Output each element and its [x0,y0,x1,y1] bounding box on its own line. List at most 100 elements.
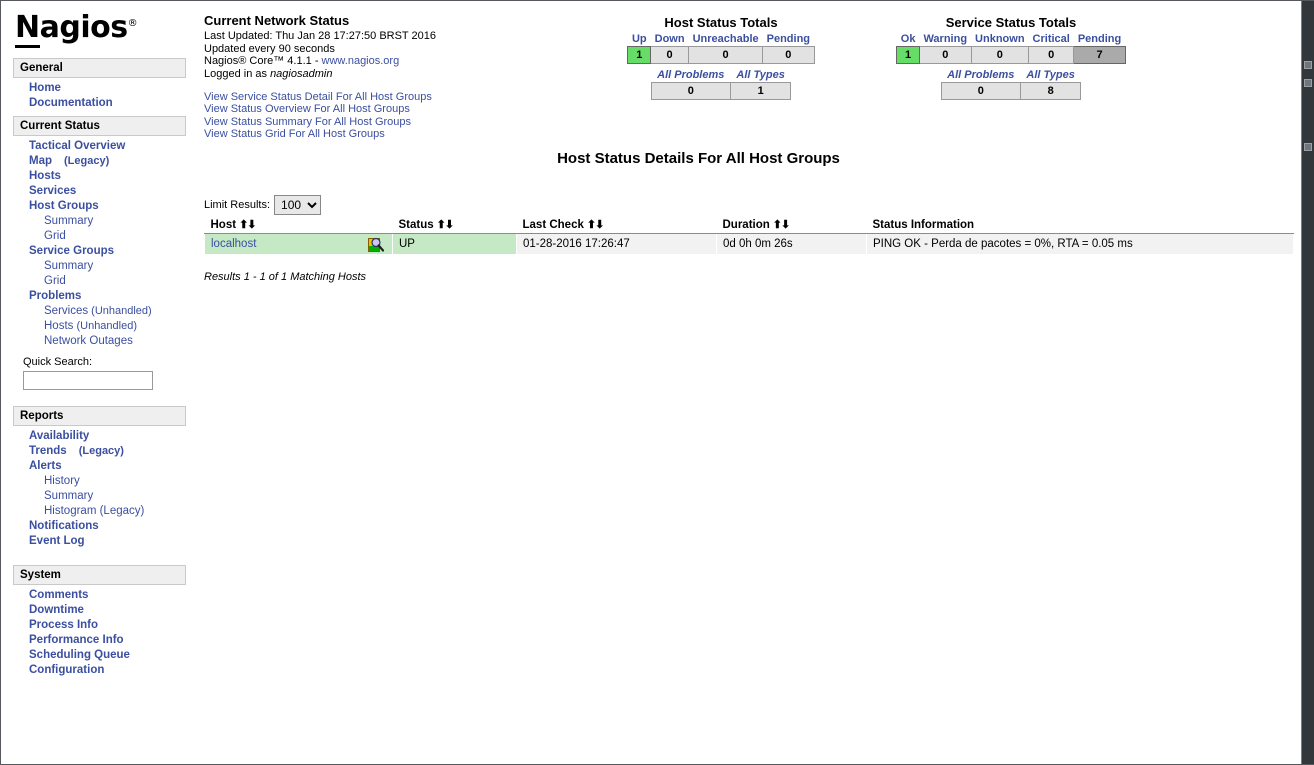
sidebar-item-problems[interactable]: Problems [1,289,196,304]
sidebar-item-comments[interactable]: Comments [1,588,196,603]
sidebar-link-trends-legacy[interactable]: (Legacy) [78,445,124,457]
sidebar-item-servicegroup-summary[interactable]: Summary [1,259,196,274]
sort-arrows-host-icon[interactable]: ⬆⬇ [239,219,256,231]
sidebar-item-performance-info[interactable]: Performance Info [1,633,196,648]
host-total-value-up[interactable]: 1 [627,46,652,64]
service-total-header-critical[interactable]: Critical [1032,33,1070,45]
sidebar-link-map-legacy[interactable]: (Legacy) [64,155,110,167]
service-subtotal-value-all-types[interactable]: 8 [1019,82,1082,100]
quick-search-input[interactable] [23,371,153,390]
view-link-status-grid[interactable]: View Status Grid For All Host Groups [204,128,432,140]
sidebar-item-hostgroup-summary[interactable]: Summary [1,214,196,229]
sidebar-item-network-outages[interactable]: Network Outages [1,334,196,349]
sidebar-item-services[interactable]: Services [1,184,196,199]
service-total-value-pending[interactable]: 7 [1073,46,1126,64]
view-link-service-status-detail[interactable]: View Service Status Detail For All Host … [204,91,432,103]
host-total-value-pending[interactable]: 0 [762,46,815,64]
service-detail-magnifier-icon[interactable] [368,237,385,253]
sidebar-item-notifications[interactable]: Notifications [1,519,196,534]
sidebar-item-event-log[interactable]: Event Log [1,534,196,549]
sidebar-link-availability[interactable]: Availability [29,430,90,442]
cell-host[interactable]: localhost [204,233,393,255]
sidebar-link-network-outages[interactable]: Network Outages [44,335,133,347]
host-total-value-unreachable[interactable]: 0 [688,46,764,64]
service-subtotal-value-all-problems[interactable]: 0 [940,82,1021,100]
host-subtotal-header-all-types[interactable]: All Types [736,69,785,81]
sidebar-link-home[interactable]: Home [29,82,61,94]
sidebar-item-home[interactable]: Home [1,81,196,96]
host-total-value-down[interactable]: 0 [650,46,690,64]
sidebar-link-comments[interactable]: Comments [29,589,89,601]
sidebar-link-problem-services-unhandled[interactable]: (Unhandled) [91,305,152,317]
sidebar-link-services[interactable]: Services [29,185,77,197]
sidebar-item-servicegroup-grid[interactable]: Grid [1,274,196,289]
sidebar-link-hostgroup-grid[interactable]: Grid [44,230,66,242]
view-link-status-overview[interactable]: View Status Overview For All Host Groups [204,103,432,115]
sidebar-link-servicegroup-grid[interactable]: Grid [44,275,66,287]
sidebar-link-performance-info[interactable]: Performance Info [29,634,124,646]
sort-arrows-duration-icon[interactable]: ⬆⬇ [772,219,790,231]
sidebar-item-alert-histogram[interactable]: Histogram (Legacy) [1,504,196,519]
sidebar-link-problem-services[interactable]: Services [44,305,89,317]
view-link-status-summary[interactable]: View Status Summary For All Host Groups [204,116,432,128]
sidebar-item-availability[interactable]: Availability [1,429,196,444]
sidebar-link-alert-history[interactable]: History [44,475,80,487]
sidebar-link-problem-hosts[interactable]: Hosts [44,320,74,332]
host-link-localhost[interactable]: localhost [211,238,257,250]
host-subtotal-value-all-problems[interactable]: 0 [650,82,731,100]
view-link-status-grid-label[interactable]: View Status Grid For All Host Groups [204,127,385,140]
sidebar-link-problems[interactable]: Problems [29,290,82,302]
sort-arrows-last-check-icon[interactable]: ⬆⬇ [586,219,604,231]
sidebar-item-configuration[interactable]: Configuration [1,663,196,678]
sidebar-item-trends[interactable]: Trends (Legacy) [1,444,196,459]
sidebar-item-hosts[interactable]: Hosts [1,169,196,184]
host-subtotal-value-all-types[interactable]: 1 [729,82,792,100]
sidebar-item-documentation[interactable]: Documentation [1,96,196,111]
sidebar-link-process-info[interactable]: Process Info [29,619,99,631]
sidebar-link-alert-histogram[interactable]: Histogram (Legacy) [44,505,145,517]
service-total-header-warning[interactable]: Warning [923,33,968,45]
sidebar-item-alert-history[interactable]: History [1,474,196,489]
sidebar-link-hosts[interactable]: Hosts [29,170,61,182]
sidebar-link-event-log[interactable]: Event Log [29,535,85,547]
service-total-value-unknown[interactable]: 0 [970,46,1030,64]
sidebar-item-hostgroup-grid[interactable]: Grid [1,229,196,244]
sidebar-item-scheduling-queue[interactable]: Scheduling Queue [1,648,196,663]
sidebar-item-process-info[interactable]: Process Info [1,618,196,633]
host-total-header-up[interactable]: Up [631,33,647,45]
service-total-header-pending[interactable]: Pending [1077,33,1122,45]
service-total-value-ok[interactable]: 1 [896,46,920,64]
service-total-header-unknown[interactable]: Unknown [975,33,1025,45]
host-total-header-pending[interactable]: Pending [766,33,811,45]
sidebar-link-service-groups[interactable]: Service Groups [29,245,115,257]
sidebar-item-problem-hosts[interactable]: Hosts (Unhandled) [1,319,196,334]
service-subtotal-header-all-types[interactable]: All Types [1026,69,1075,81]
sidebar-item-downtime[interactable]: Downtime [1,603,196,618]
sidebar-item-host-groups[interactable]: Host Groups [1,199,196,214]
sidebar-link-hostgroup-summary[interactable]: Summary [44,215,94,227]
sidebar-link-servicegroup-summary[interactable]: Summary [44,260,94,272]
service-subtotal-header-all-problems[interactable]: All Problems [947,69,1015,81]
sidebar-link-map[interactable]: Map [29,155,52,167]
nagios-org-link[interactable]: www.nagios.org [321,55,400,67]
view-link-service-status-detail-label[interactable]: View Service Status Detail For All Host … [204,91,432,103]
host-total-header-down[interactable]: Down [654,33,685,45]
sidebar-link-configuration[interactable]: Configuration [29,664,105,676]
sidebar-link-host-groups[interactable]: Host Groups [29,200,99,212]
sidebar-item-alert-summary[interactable]: Summary [1,489,196,504]
service-total-header-ok[interactable]: Ok [900,33,916,45]
nagios-logo[interactable]: Nagios® [1,1,196,53]
host-total-header-unreachable[interactable]: Unreachable [692,33,759,45]
sidebar-link-alert-summary[interactable]: Summary [44,490,94,502]
limit-results-select[interactable]: 10 25 50 100 All [274,195,322,215]
sidebar-item-tactical-overview[interactable]: Tactical Overview [1,139,196,154]
sidebar-link-tactical-overview[interactable]: Tactical Overview [29,140,126,152]
table-row[interactable]: localhost UP 01-28-2016 17:2 [204,233,1294,255]
sidebar-item-problem-services[interactable]: Services (Unhandled) [1,304,196,319]
sidebar-link-documentation[interactable]: Documentation [29,97,113,109]
view-link-status-summary-label[interactable]: View Status Summary For All Host Groups [204,115,412,128]
sidebar-link-trends[interactable]: Trends [29,445,67,457]
sidebar-link-downtime[interactable]: Downtime [29,604,84,616]
service-total-value-warning[interactable]: 0 [918,46,972,64]
sidebar-item-alerts[interactable]: Alerts [1,459,196,474]
